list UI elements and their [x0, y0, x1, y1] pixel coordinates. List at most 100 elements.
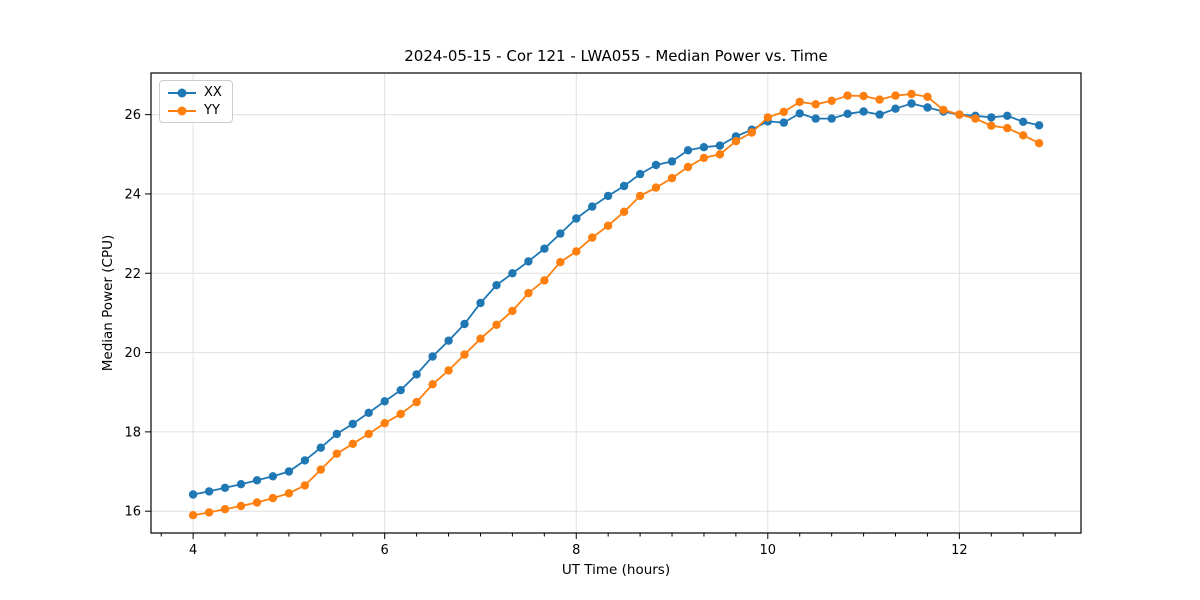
series-yy-point: [380, 419, 389, 428]
series-xx-point: [859, 107, 868, 116]
series-yy-point: [284, 489, 294, 498]
series-yy-point: [508, 306, 517, 316]
series-xx-point: [779, 118, 788, 127]
series-xx-point: [204, 487, 214, 496]
series-yy-point: [667, 173, 677, 183]
series-yy-point: [971, 114, 980, 123]
series-yy-point: [412, 397, 421, 407]
series-yy-point: [188, 511, 198, 520]
legend-label-yy: YY: [204, 103, 220, 118]
svg-text:6: 6: [381, 543, 389, 558]
plot-area-border: [150, 72, 1082, 534]
series-xx-point: [476, 298, 485, 308]
svg-text:26: 26: [124, 108, 141, 123]
series-yy-point: [588, 233, 597, 242]
legend-entry-yy: YY: [168, 104, 222, 117]
series-xx-point: [364, 408, 373, 417]
series-xx-line: [192, 102, 1040, 496]
series-xx-point: [284, 467, 294, 476]
series-xx-point: [907, 99, 916, 108]
svg-text:22: 22: [124, 267, 141, 282]
series-xx-point: [588, 202, 597, 211]
series-xx-point: [444, 336, 453, 345]
series-yy-point: [763, 113, 772, 122]
series-yy-point: [332, 449, 341, 458]
series-xx-point: [380, 397, 389, 406]
series-yy-point: [651, 183, 661, 192]
svg-text:10: 10: [760, 543, 777, 558]
y-tick-labels: 16 18 20 22 24 26: [124, 108, 141, 520]
series-xx-point: [268, 472, 278, 481]
series-yy-point: [987, 121, 996, 130]
series-xx-point: [540, 244, 549, 253]
chart-title: 2024-05-15 - Cor 121 - LWA055 - Median P…: [404, 47, 828, 65]
series-yy-point: [635, 191, 645, 201]
legend-line-xx-icon: [168, 88, 196, 97]
series-xx-point: [508, 269, 517, 278]
series-yy-point: [476, 334, 485, 343]
legend-line-yy-icon: [168, 106, 196, 115]
svg-text:24: 24: [124, 187, 141, 202]
series-xx-point: [891, 104, 900, 113]
series-yy-point: [492, 320, 501, 329]
series-xx-point: [795, 109, 804, 118]
series-xx-point: [1003, 111, 1012, 121]
grid: [151, 73, 1081, 533]
svg-text:20: 20: [124, 346, 141, 361]
svg-text:12: 12: [951, 543, 968, 558]
series-yy-point: [220, 505, 230, 514]
series-xx-point: [316, 443, 325, 452]
series-yy-point: [875, 95, 884, 104]
series-xx-point: [827, 114, 836, 123]
series-xx: [188, 99, 1044, 499]
series-yy-point: [1003, 123, 1012, 133]
series-xx-point: [923, 103, 932, 112]
series-yy-point: [811, 100, 820, 109]
series-xx-point: [603, 191, 613, 201]
series-yy-point: [364, 429, 373, 439]
series-xx-point: [699, 143, 709, 152]
series-xx-point: [572, 214, 581, 223]
series-xx-point: [715, 141, 725, 150]
series-yy-point: [300, 481, 310, 490]
series-xx-point: [667, 157, 677, 166]
series-xx-point: [635, 169, 645, 179]
series-xx-point: [651, 160, 661, 170]
series-yy-line: [192, 93, 1040, 517]
series-xx-point: [556, 229, 565, 238]
series-yy-point: [236, 501, 246, 511]
series-yy-point: [268, 493, 278, 503]
legend-label-xx: XX: [204, 85, 222, 100]
series-yy-point: [683, 162, 693, 172]
series-xx-point: [300, 456, 310, 465]
svg-text:16: 16: [124, 505, 141, 520]
series-yy-point: [923, 92, 932, 102]
legend: XX YY: [159, 80, 233, 123]
series-yy-point: [603, 221, 613, 230]
series-yy-point: [779, 107, 788, 117]
series-yy-point: [204, 508, 214, 517]
series-xx-point: [332, 429, 341, 439]
legend-entry-xx: XX: [168, 86, 222, 99]
series-xx-point: [987, 113, 996, 122]
series-xx-point: [1019, 117, 1028, 127]
x-tick-labels: 4 6 8 10 12: [189, 543, 968, 558]
series-xx-point: [396, 386, 405, 395]
y-axis-ticks: [145, 114, 151, 512]
series-xx-point: [412, 370, 421, 379]
x-axis-label: UT Time (hours): [561, 562, 671, 578]
series-yy-point: [939, 105, 948, 115]
svg-text:18: 18: [124, 425, 141, 440]
series-yy-point: [524, 288, 533, 298]
series-xx-point: [428, 352, 437, 361]
series-xx-point: [348, 419, 357, 429]
series-yy-point: [348, 439, 357, 448]
series-yy-point: [619, 207, 629, 216]
series-yy-point: [907, 89, 916, 99]
svg-text:4: 4: [189, 543, 197, 558]
series-yy-point: [396, 409, 405, 419]
series-xx-point: [252, 476, 262, 485]
series-xx-point: [1034, 121, 1044, 130]
series-xx-point: [460, 319, 469, 329]
series-yy-point: [540, 276, 549, 285]
